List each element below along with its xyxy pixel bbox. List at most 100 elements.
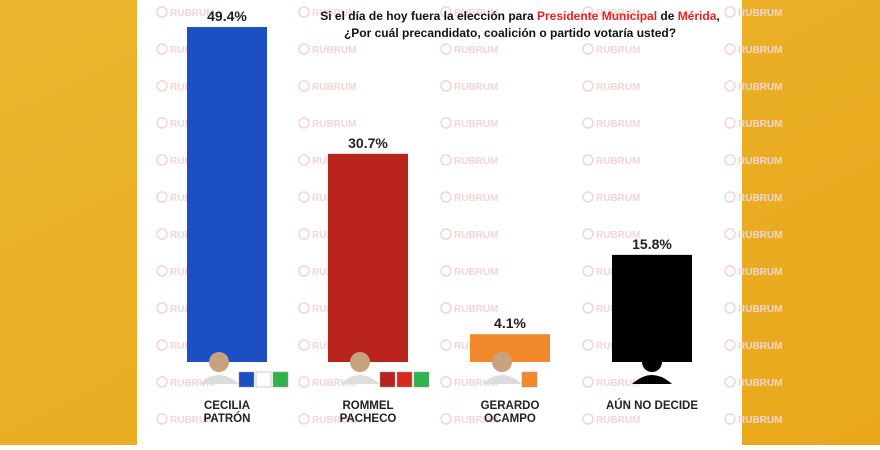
watermark-icon	[298, 339, 310, 351]
watermark: RUBRUM	[312, 378, 356, 389]
watermark-icon	[440, 302, 452, 314]
watermark: RUBRUM	[454, 193, 498, 204]
watermark-icon	[156, 154, 168, 166]
avatar-body	[340, 375, 380, 384]
watermark-icon	[156, 302, 168, 314]
watermark-icon	[582, 339, 594, 351]
watermark: RUBRUM	[596, 119, 640, 130]
watermark: RUBRUM	[596, 8, 640, 19]
watermark-icon	[298, 80, 310, 92]
watermark-icon	[156, 191, 168, 203]
watermark-icon	[582, 154, 594, 166]
watermark-icon	[298, 228, 310, 240]
watermark: RUBRUM	[454, 378, 498, 389]
watermark-icon	[156, 43, 168, 55]
watermark-icon	[582, 265, 594, 277]
watermark-icon	[156, 265, 168, 277]
watermark: RUBRUM	[170, 415, 214, 426]
x-tick-label: GERARDO	[481, 400, 540, 412]
watermark-icon	[440, 43, 452, 55]
watermark: RUBRUM	[738, 341, 782, 352]
watermark: RUBRUM	[738, 8, 782, 19]
watermark-icon	[298, 43, 310, 55]
watermark: RUBRUM	[454, 8, 498, 19]
watermark: RUBRUM	[454, 230, 498, 241]
watermark-icon	[582, 6, 594, 18]
watermark: RUBRUM	[312, 8, 356, 19]
watermark-icon	[582, 302, 594, 314]
bar	[328, 153, 408, 362]
watermark-icon	[724, 117, 736, 129]
x-tick-label: CECILIA	[204, 400, 250, 412]
watermark: RUBRUM	[596, 193, 640, 204]
watermark: RUBRUM	[738, 156, 782, 167]
avatar-head	[350, 352, 370, 372]
watermark-icon	[298, 154, 310, 166]
watermark-icon	[582, 228, 594, 240]
watermark: RUBRUM	[312, 415, 356, 426]
watermark-icon	[298, 302, 310, 314]
watermark-icon	[156, 376, 168, 388]
watermark-icon	[724, 413, 736, 425]
chart-subtitle: ¿Por cuál precandidato, coalición o part…	[344, 26, 676, 40]
watermark-icon	[724, 302, 736, 314]
watermark-icon	[582, 43, 594, 55]
watermark-icon	[156, 117, 168, 129]
avatar-body	[482, 375, 522, 384]
watermark: RUBRUM	[312, 82, 356, 93]
watermark-icon	[440, 80, 452, 92]
watermark: RUBRUM	[596, 45, 640, 56]
title-highlight: Mérida	[678, 9, 717, 23]
watermark-icon	[724, 43, 736, 55]
bar	[187, 27, 267, 362]
watermark-icon	[582, 80, 594, 92]
watermark-icon	[724, 265, 736, 277]
party-logo	[396, 371, 413, 388]
party-logo	[379, 371, 396, 388]
title-highlight: Presidente Municipal	[537, 9, 657, 23]
watermark-icon	[298, 413, 310, 425]
avatar-body	[199, 375, 239, 384]
watermark: RUBRUM	[454, 267, 498, 278]
x-tick-label: ROMMEL	[342, 400, 393, 412]
watermark-icon	[156, 339, 168, 351]
avatar-head	[642, 352, 662, 372]
watermark: RUBRUM	[738, 378, 782, 389]
watermark: RUBRUM	[738, 415, 782, 426]
watermark: RUBRUM	[596, 378, 640, 389]
title-part: Si el día de hoy fuera la elección para	[320, 9, 537, 23]
party-logo	[238, 371, 255, 388]
x-tick-label: PATRÓN	[204, 412, 251, 425]
watermark: RUBRUM	[738, 230, 782, 241]
watermark-icon	[582, 376, 594, 388]
watermark: RUBRUM	[312, 45, 356, 56]
watermark-icon	[298, 6, 310, 18]
watermark-icon	[440, 339, 452, 351]
watermark: RUBRUM	[454, 156, 498, 167]
watermark: RUBRUM	[454, 119, 498, 130]
watermark-icon	[440, 376, 452, 388]
title-part: de	[657, 9, 678, 23]
watermark-icon	[724, 191, 736, 203]
bar	[612, 254, 692, 362]
watermark: RUBRUM	[738, 193, 782, 204]
watermark-icon	[582, 413, 594, 425]
watermark: RUBRUM	[738, 45, 782, 56]
x-tick-label: PACHECO	[340, 413, 397, 425]
party-logo	[272, 371, 289, 388]
watermark-icon	[298, 191, 310, 203]
value-label: 49.4%	[207, 8, 247, 24]
title-part: ,	[716, 9, 719, 23]
watermark-icon	[298, 376, 310, 388]
watermark-icon	[440, 6, 452, 18]
watermark-icon	[440, 228, 452, 240]
watermark: RUBRUM	[454, 304, 498, 315]
watermark-icon	[440, 154, 452, 166]
watermark-icon	[582, 191, 594, 203]
watermark-icon	[156, 6, 168, 18]
watermark-icon	[156, 413, 168, 425]
watermark: RUBRUM	[170, 8, 214, 19]
watermark: RUBRUM	[738, 82, 782, 93]
